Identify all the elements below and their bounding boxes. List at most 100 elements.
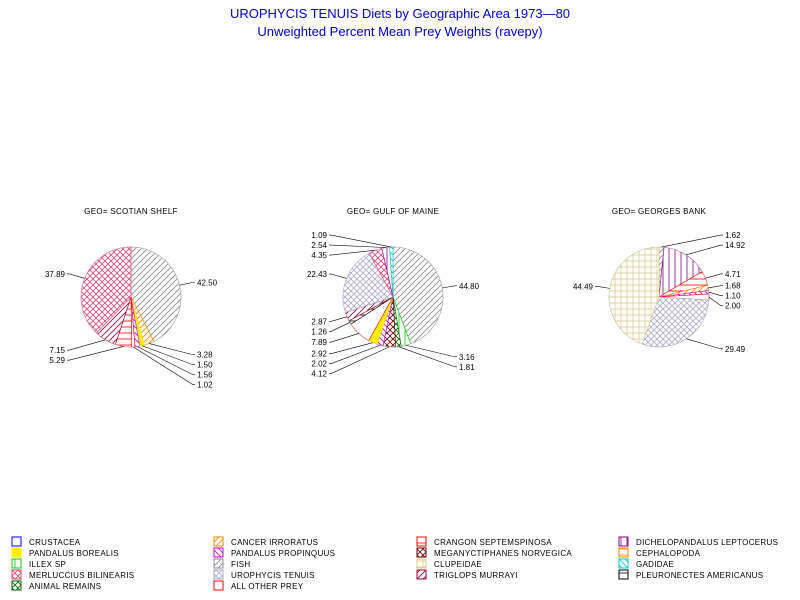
leader-line	[398, 346, 457, 368]
data-label-dichelo: 14.92	[725, 241, 746, 250]
legend-swatch	[618, 547, 629, 558]
leader-line	[686, 338, 723, 350]
data-label-illex: 3.16	[459, 353, 475, 362]
legend-item-gadidae: GADIDAE	[618, 558, 674, 569]
legend-item-animal: ANIMAL REMAINS	[11, 580, 101, 591]
legend-swatch	[11, 558, 22, 569]
pie-outline	[608, 246, 710, 348]
pie-outline	[80, 246, 182, 348]
leader-line	[329, 316, 348, 322]
legend-label: CANCER IRRORATUS	[231, 538, 318, 547]
data-label-meganyct: 4.12	[311, 370, 327, 379]
data-label-pandalus_b: 1.50	[197, 361, 213, 370]
legend-swatch	[416, 569, 427, 580]
data-label-triglops: 2.87	[311, 317, 327, 326]
legend-swatch	[618, 558, 629, 569]
legend-item-cephalopoda: CEPHALOPODA	[618, 547, 701, 558]
legend-swatch	[11, 536, 22, 547]
legend-label: CRUSTACEA	[29, 538, 81, 547]
data-label-cancer: 1.68	[725, 282, 741, 291]
legend-item-triglops: TRIGLOPS MURRAYI	[416, 569, 517, 580]
leader-line	[705, 273, 723, 279]
leader-line	[67, 339, 106, 351]
leader-line	[329, 344, 381, 364]
legend-label: DICHELOPANDALUS LEPTOCERUS	[636, 538, 778, 547]
data-label-fish: 44.80	[459, 282, 480, 291]
legend-swatch	[416, 536, 427, 547]
legend-swatch	[618, 569, 629, 580]
data-label-urophycis: 29.49	[725, 345, 746, 354]
leader-line	[149, 343, 195, 356]
leader-line	[595, 286, 610, 289]
data-label-crangon: 4.71	[725, 270, 741, 279]
legend-item-pandalus_b: PANDALUS BOREALIS	[11, 547, 119, 558]
legend-item-illex: ILLEX SP	[11, 558, 66, 569]
pie-2: GEO= GULF OF MAINE44.803.161.814.122.022…	[307, 207, 480, 379]
legend-swatch	[213, 547, 224, 558]
data-label-triglops: 7.15	[49, 346, 65, 355]
leader-line	[329, 333, 359, 343]
legend-label: ALL OTHER PREY	[231, 582, 304, 591]
legend-label: PANDALUS PROPINQUUS	[231, 549, 335, 558]
leader-line	[329, 322, 351, 332]
leader-line	[133, 346, 195, 386]
legend-label: PANDALUS BOREALIS	[29, 549, 119, 558]
legend-item-dichelo: DICHELOPANDALUS LEPTOCERUS	[618, 536, 778, 547]
legend-item-fish: FISH	[213, 558, 250, 569]
data-label-merluccius: 37.89	[45, 270, 66, 279]
legend-item-meganyct: MEGANYCTIPHANES NORVEGICA	[416, 547, 572, 558]
legend-swatch	[416, 547, 427, 558]
legend-swatch	[618, 536, 629, 547]
leader-line	[67, 273, 85, 279]
pie-1: GEO= SCOTIAN SHELF 42.50 3.281.501.561.02 5…	[45, 207, 218, 390]
legend-label: UROPHYCIS TENUIS	[231, 571, 315, 580]
data-label-crangon: 5.29	[49, 356, 65, 365]
data-label-gadidae: 1.09	[311, 231, 327, 240]
legend-swatch	[11, 580, 22, 591]
leader-line	[708, 296, 723, 307]
data-label-pandalus_p: 1.56	[197, 371, 213, 380]
legend-swatch	[11, 569, 22, 580]
pie-title: GEO= GULF OF MAINE	[347, 207, 439, 216]
legend-swatch	[213, 580, 224, 591]
legend-swatch	[416, 558, 427, 569]
data-label-other: 1.02	[197, 381, 213, 390]
leader-line	[405, 344, 457, 358]
data-label-other: 2.00	[725, 302, 741, 311]
legend-label: CEPHALOPODA	[636, 549, 701, 558]
leader-line	[685, 244, 723, 256]
legend-item-clupeidae: CLUPEIDAE	[416, 558, 482, 569]
legend-swatch	[213, 558, 224, 569]
legend-label: MEGANYCTIPHANES NORVEGICA	[434, 549, 572, 558]
legend-item-cancer: CANCER IRRORATUS	[213, 536, 318, 547]
data-label-fish: 42.50	[197, 278, 218, 287]
data-label-pandalus_p: 2.02	[311, 360, 327, 369]
legend-label: CRANGON SEPTEMSPINOSA	[434, 538, 552, 547]
pie-title: GEO= SCOTIAN SHELF	[84, 207, 178, 216]
legend-item-other: ALL OTHER PREY	[213, 580, 304, 591]
data-label-cancer: 3.28	[197, 351, 213, 360]
legend-label: CLUPEIDAE	[434, 560, 482, 569]
leader-line	[661, 234, 723, 248]
leader-line	[329, 249, 376, 256]
data-label-fish: 1.62	[725, 231, 741, 240]
leader-line	[708, 291, 723, 297]
legend-item-pleuronectes: PLEURONECTES AMERICANUS	[618, 569, 763, 580]
data-label-merluccius: 4.35	[311, 251, 327, 260]
leader-line	[329, 244, 386, 248]
leader-line	[141, 345, 195, 366]
legend-swatch	[213, 569, 224, 580]
pie-title: GEO= GEORGES BANK	[612, 207, 707, 216]
leader-line	[329, 234, 392, 248]
data-label-pleuronectes: 1.26	[311, 327, 327, 336]
legend: CRUSTACEA CANCER IRRORATUS CRANGON SEPTEMS…	[11, 536, 778, 591]
leader-line	[329, 346, 390, 374]
data-label-other: 7.89	[311, 338, 327, 347]
legend-label: PLEURONECTES AMERICANUS	[636, 571, 763, 580]
data-label-pandalus_b: 2.92	[311, 350, 327, 359]
chart-subtitle: Unweighted Percent Mean Prey Weights (ra…	[257, 24, 542, 39]
leader-line	[179, 282, 195, 286]
data-label-clupeidae: 44.49	[573, 282, 594, 291]
